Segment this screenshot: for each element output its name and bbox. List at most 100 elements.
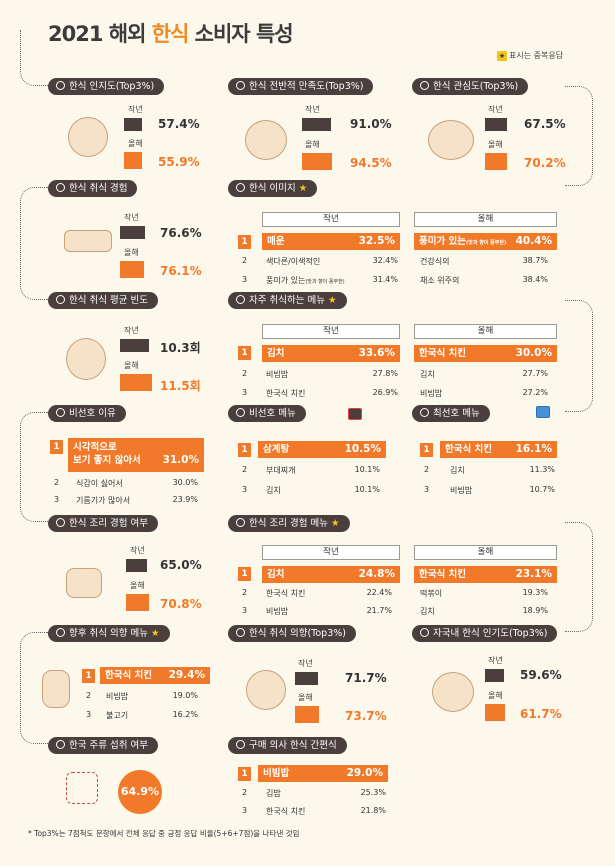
list-item: 비빔밥: [106, 692, 129, 701]
list-item: 김치: [266, 486, 281, 495]
last-year-bar: [120, 339, 149, 352]
top-item-this: 한국식 치킨 30.0%: [414, 345, 557, 362]
legend: ★ 표시는 중복응답: [497, 50, 564, 61]
connector-line: [20, 412, 48, 522]
connector-line: [565, 300, 593, 412]
last-year-label: 작년: [305, 105, 320, 114]
rank-number: 3: [241, 275, 248, 284]
last-year-label: 작년: [124, 326, 139, 335]
list-item: 떡볶이: [420, 589, 443, 598]
list-item-value: 18.9%: [522, 606, 548, 615]
connector-line: [20, 30, 48, 86]
section-header-frequent-menu: 자주 취식하는 메뉴 ★: [228, 292, 347, 309]
list-item: 비빔밥: [266, 607, 289, 616]
last-year-value: 65.0%: [160, 558, 202, 572]
list-item-value: 26.9%: [372, 388, 398, 397]
list-item-value: 19.0%: [172, 691, 198, 700]
top-item-last: 매운 32.5%: [262, 233, 400, 250]
section-header-interest: 한식 관심도(Top3%): [412, 78, 529, 95]
last-year-label: 작년: [488, 656, 503, 665]
list-item-value: 10.7%: [529, 485, 555, 494]
section-header-favorite-menu: 최선호 메뉴: [412, 405, 490, 422]
section-header-purchase: 구매 의사 한식 간편식: [228, 737, 347, 754]
list-item-value: 27.2%: [522, 388, 548, 397]
connector-line: [20, 187, 48, 300]
list-item-value: 22.4%: [366, 588, 392, 597]
last-year-value: 76.6%: [160, 226, 202, 240]
rank-number: 3: [241, 388, 248, 397]
last-year-value: 91.0%: [350, 117, 392, 131]
drinks-icon: [66, 772, 98, 804]
person-with-drink-illustration: [42, 670, 70, 708]
list-item: 김치: [450, 466, 465, 475]
rank-number: 3: [85, 710, 92, 719]
top-item-last: 김치 33.6%: [262, 345, 400, 362]
list-item-value: 31.4%: [372, 275, 398, 284]
list-item-value: 10.1%: [354, 465, 380, 474]
list-item-value: 25.3%: [360, 788, 386, 797]
list-item-value: 38.7%: [522, 256, 548, 265]
rank-number: 3: [241, 806, 248, 815]
rank-1-badge: 1: [82, 669, 95, 683]
rank-1-badge: 1: [420, 443, 433, 457]
rank-1-badge: 1: [238, 235, 251, 249]
last-year-label: 작년: [298, 659, 313, 668]
top-item: 한국식 치킨 29.4%: [100, 667, 210, 684]
last-year-bar: [485, 669, 504, 682]
column-header-this-year: 올해: [414, 324, 557, 339]
this-year-label: 올해: [488, 691, 503, 700]
this-year-value: 76.1%: [160, 264, 202, 278]
this-year-bar: [295, 706, 319, 723]
person-eating-illustration: [66, 338, 106, 380]
last-year-value: 71.7%: [345, 671, 387, 685]
list-item: 비빔밥: [266, 370, 289, 379]
this-year-value: 61.7%: [520, 707, 562, 721]
list-item: 비빔밥: [420, 389, 443, 398]
top-item: 삼계탕 10.5%: [258, 441, 386, 458]
top-item: 한국식 치킨 16.1%: [440, 441, 557, 458]
last-year-bar: [302, 118, 331, 131]
section-header-frequency: 한식 취식 평균 빈도: [48, 292, 158, 309]
this-year-value: 11.5회: [160, 379, 201, 393]
list-item-value: 23.9%: [172, 495, 198, 504]
last-year-value: 67.5%: [524, 117, 566, 131]
rank-number: 3: [241, 606, 248, 615]
list-item-value: 21.7%: [366, 606, 392, 615]
cooking-pot-illustration: [66, 568, 102, 598]
section-header-dislike-reason: 비선호 이유: [48, 405, 126, 422]
rank-1-badge: 1: [238, 767, 251, 781]
list-item: 한국식 치킨: [266, 807, 306, 816]
last-year-bar: [124, 118, 142, 131]
column-header-last-year: 작년: [262, 212, 400, 227]
top-item-last: 김치 24.8%: [262, 566, 400, 583]
top-item: 비빔밥 29.0%: [258, 765, 388, 782]
alcohol-value-circle: 64.9%: [118, 770, 162, 814]
list-item: 색다른/이색적인: [266, 257, 321, 266]
this-year-value: 73.7%: [345, 709, 387, 723]
list-item: 김치: [420, 607, 435, 616]
connector-line: [565, 522, 593, 632]
list-item: 식감이 싫어서: [76, 479, 123, 488]
section-header-experience: 한식 취식 경험: [48, 180, 138, 197]
star-icon: ★: [328, 295, 337, 306]
connector-line: [565, 86, 593, 186]
list-item-value: 11.3%: [529, 465, 555, 474]
list-item: 기름기가 많아서: [76, 496, 131, 505]
rank-1-badge: 1: [238, 443, 251, 457]
list-item-value: 16.2%: [172, 710, 198, 719]
person-eating-illustration: [246, 670, 286, 710]
last-year-bar: [120, 226, 145, 239]
list-item: 김치: [420, 370, 435, 379]
list-item: 비빔밥: [450, 486, 473, 495]
list-item-value: 27.8%: [372, 369, 398, 378]
list-item-value: 32.4%: [372, 256, 398, 265]
this-year-label: 올해: [305, 140, 320, 149]
this-year-bar: [485, 153, 507, 170]
rank-1-badge: 1: [238, 346, 251, 360]
top-item-this: 한국식 치킨 23.1%: [414, 566, 557, 583]
this-year-label: 올해: [298, 693, 313, 702]
last-year-bar: [126, 559, 147, 572]
section-header-awareness: 한식 인지도(Top3%): [48, 78, 165, 95]
column-header-last-year: 작년: [262, 545, 400, 560]
rank-number: 3: [241, 485, 248, 494]
